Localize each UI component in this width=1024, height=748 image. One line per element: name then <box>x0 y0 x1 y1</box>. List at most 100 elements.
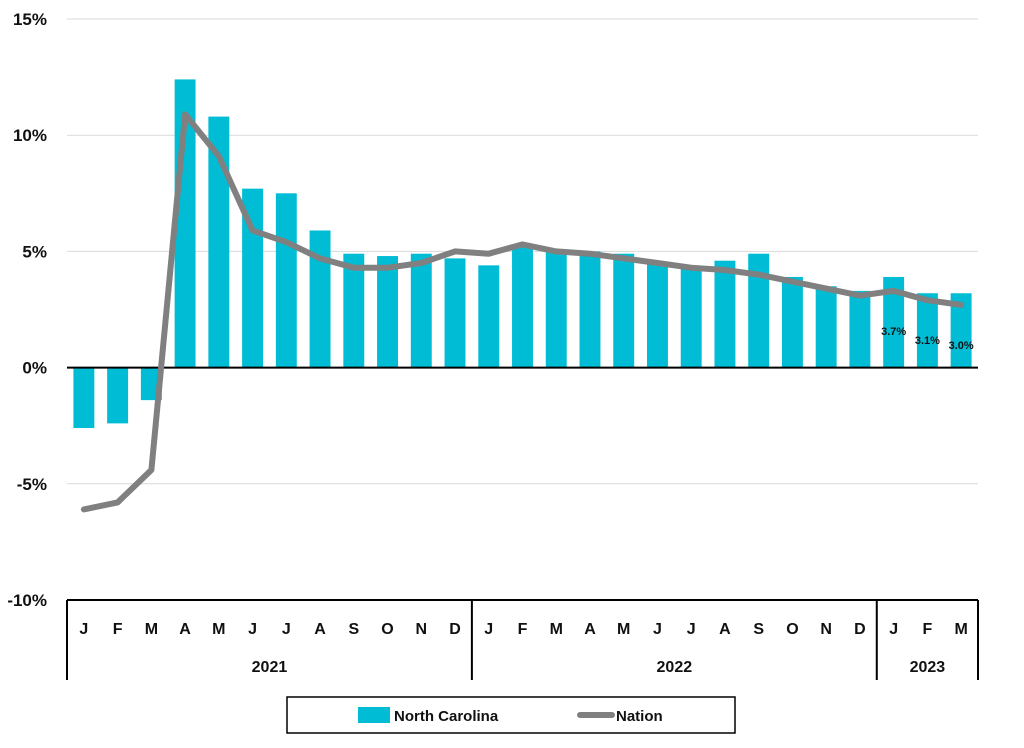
bar <box>309 230 331 368</box>
bar <box>208 116 230 368</box>
y-tick-label: 0% <box>22 359 47 378</box>
x-tick-label: M <box>617 621 630 638</box>
x-tick-label: J <box>653 621 662 638</box>
bar <box>275 193 297 368</box>
data-label-annotations: 3.7% 3.1% 3.0% <box>881 326 974 352</box>
nation-point <box>317 255 323 261</box>
y-tick-label: -10% <box>7 591 47 610</box>
bar <box>647 263 668 368</box>
nation-point <box>418 260 424 266</box>
nation-point <box>216 153 222 159</box>
nation-point <box>182 111 188 117</box>
x-tick-label: J <box>79 621 88 638</box>
bar <box>680 267 702 368</box>
x-tick-label: M <box>145 621 158 638</box>
x-tick-label: D <box>854 621 866 638</box>
x-tick-label: M <box>212 621 225 638</box>
nation-point <box>351 265 357 271</box>
data-label: 3.1% <box>915 335 940 347</box>
x-tick-label: N <box>415 621 427 638</box>
bar <box>781 276 803 368</box>
bar <box>916 293 938 368</box>
nation-point <box>654 260 660 266</box>
bar <box>73 367 95 429</box>
nation-point <box>452 248 458 254</box>
data-label: 3.7% <box>881 326 906 338</box>
nation-point <box>621 255 627 261</box>
bar <box>613 253 635 368</box>
x-tick-label: J <box>248 621 257 638</box>
nation-point <box>688 265 694 271</box>
x-tick-label: D <box>449 621 461 638</box>
y-tick-label: 5% <box>22 242 47 261</box>
bar <box>377 256 398 368</box>
legend-label-nation: Nation <box>616 708 663 725</box>
nation-point <box>587 251 593 257</box>
legend-swatch-north-carolina <box>358 707 390 723</box>
x-tick-label: A <box>314 621 326 638</box>
nation-point <box>250 227 256 233</box>
x-tick-label: M <box>550 621 563 638</box>
bar <box>883 276 905 368</box>
year-label: 2023 <box>910 659 946 676</box>
nation-point <box>115 499 121 505</box>
y-tick-label: 15% <box>13 10 47 29</box>
legend-box <box>286 696 736 734</box>
x-tick-label: O <box>381 621 393 638</box>
bar <box>343 253 365 368</box>
nation-point <box>148 467 154 473</box>
x-tick-label: N <box>820 621 832 638</box>
nation-point <box>924 297 930 303</box>
x-tick-label: F <box>922 621 932 638</box>
x-tick-label: F <box>518 621 528 638</box>
bar <box>478 265 500 368</box>
nation-point <box>891 288 897 294</box>
nation-point <box>81 506 87 512</box>
bar <box>579 251 601 368</box>
nation-point <box>958 302 964 308</box>
x-tick-label: A <box>179 621 191 638</box>
nation-point <box>823 286 829 292</box>
x-tick-label: S <box>753 621 764 638</box>
data-label: 3.0% <box>949 340 974 352</box>
nation-point <box>756 272 762 278</box>
x-axis: J F M A M J J A S O N D J F M A M J J A S O N D J F M 2021 2022 2023 <box>66 599 979 680</box>
year-label: 2021 <box>252 659 288 676</box>
bar <box>107 367 129 424</box>
x-tick-label: J <box>687 621 696 638</box>
y-tick-label: -5% <box>17 475 47 494</box>
nation-point <box>385 265 391 271</box>
nation-point <box>722 267 728 273</box>
year-label: 2022 <box>657 659 693 676</box>
x-tick-label: A <box>584 621 596 638</box>
y-axis-tick-labels: -10% -5% 0% 5% 10% 15% <box>7 10 47 610</box>
legend-label-north-carolina: North Carolina <box>394 708 499 725</box>
nation-point <box>553 248 559 254</box>
x-tick-label: A <box>719 621 731 638</box>
nation-point <box>283 239 289 245</box>
nation-point <box>520 241 525 247</box>
bar <box>545 249 567 368</box>
bar <box>512 244 533 368</box>
x-tick-label: J <box>282 621 291 638</box>
x-tick-label: J <box>484 621 493 638</box>
nation-point <box>486 251 492 257</box>
nation-point <box>789 279 795 285</box>
legend: North Carolina Nation <box>286 696 736 734</box>
bar <box>748 253 770 368</box>
x-tick-label: J <box>889 621 898 638</box>
north-carolina-bars <box>73 79 972 429</box>
bar <box>849 290 871 368</box>
x-tick-label: S <box>348 621 359 638</box>
nation-point <box>857 293 863 299</box>
y-tick-label: 10% <box>13 126 47 145</box>
bar <box>714 260 736 368</box>
bar <box>815 286 837 368</box>
bar <box>410 253 432 368</box>
x-tick-label: F <box>113 621 123 638</box>
nation-line-series <box>80 111 965 513</box>
bar <box>950 293 972 368</box>
x-tick-label: O <box>786 621 798 638</box>
